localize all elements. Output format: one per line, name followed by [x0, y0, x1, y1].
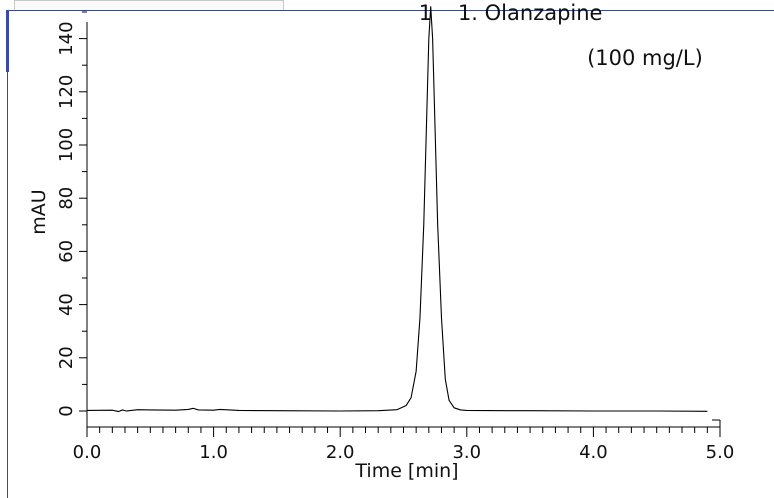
y-tick-label: 20 — [56, 346, 77, 369]
top-tab — [14, 0, 284, 10]
axes-group — [86, 22, 721, 434]
y-tick-label: 120 — [56, 75, 77, 109]
compound-name-label: 1. Olanzapine — [458, 1, 603, 25]
y-axis-title: mAU — [28, 189, 50, 234]
y-tick-label: 0 — [56, 405, 77, 416]
x-tick-label: 4.0 — [579, 442, 608, 463]
peak-number-label: 1 — [419, 1, 432, 25]
x-tick-label: 5.0 — [706, 442, 735, 463]
concentration-label: (100 mg/L) — [587, 46, 703, 70]
frame-left-border — [7, 10, 8, 498]
frame-accent-bar — [6, 10, 9, 72]
series-group — [86, 6, 708, 413]
x-tick-label: 3.0 — [452, 442, 481, 463]
x-tick-label: 2.0 — [326, 442, 355, 463]
x-tick-label: 0.0 — [73, 442, 102, 463]
y-tick-label: 60 — [56, 240, 77, 263]
x-ticks-group: 0.0 1.0 2.0 3.0 4.0 5.0 — [73, 427, 735, 463]
y-tick-label: 80 — [56, 187, 77, 210]
chromatogram-trace — [86, 6, 708, 413]
y-tick-label: 100 — [56, 128, 77, 162]
y-tick-label: 140 — [56, 21, 77, 55]
frame-top-border — [7, 10, 774, 11]
y-tick-label: 40 — [56, 293, 77, 316]
annotations-group: 1 1. Olanzapine (100 mg/L) — [419, 1, 703, 70]
x-tick-label: 1.0 — [199, 442, 228, 463]
y-ticks-group: 0 20 40 60 80 100 120 140 — [56, 11, 87, 417]
x-axis-title: Time [min] — [354, 460, 458, 482]
